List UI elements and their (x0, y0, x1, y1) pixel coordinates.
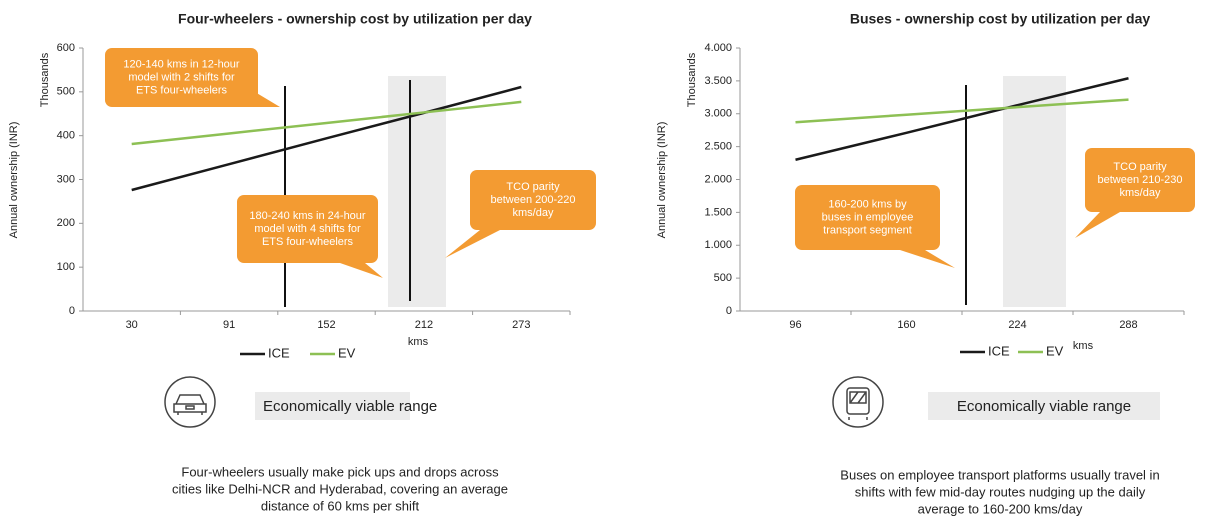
callout-text: between 210-230 (1097, 174, 1182, 186)
legend-label: EV (1046, 343, 1064, 358)
x-tick-label: 224 (1008, 319, 1026, 331)
badge-label: Economically viable range (957, 398, 1131, 415)
callout-box (237, 195, 378, 263)
callout-text: 180-240 kms in 24-hour (249, 210, 366, 222)
callout-text: ETS four-wheelers (136, 84, 228, 96)
callout-text: kms/day (1120, 187, 1161, 199)
chart-title: Buses - ownership cost by utilization pe… (850, 11, 1150, 27)
callout-text: TCO parity (1113, 161, 1167, 173)
x-tick-label: 91 (223, 319, 235, 331)
badge-label: Economically viable range (263, 398, 437, 415)
callout-text: between 200-220 (490, 194, 575, 206)
y-tick-label: 3.000 (704, 108, 732, 120)
series-line (795, 98, 1129, 124)
caption: distance of 60 kms per shift (261, 498, 420, 513)
x-tick-label: 212 (415, 319, 433, 331)
y-tick-label: 4.000 (704, 42, 732, 54)
y-tick-label: 500 (714, 272, 732, 284)
y-tick-label: 600 (57, 42, 75, 54)
x-axis-label: kms (408, 336, 429, 348)
callout-text: buses in employee (822, 211, 914, 223)
x-tick-label: 273 (512, 319, 530, 331)
callout-text: model with 4 shifts for (254, 223, 361, 235)
y-tick-label: 500 (57, 86, 75, 98)
y-tick-label: 2.000 (704, 173, 732, 185)
callout-box (470, 170, 596, 230)
y-unit-label: Thousands (39, 52, 51, 107)
legend-label: EV (338, 345, 356, 360)
bus-icon (832, 376, 884, 428)
y-tick-label: 300 (57, 173, 75, 185)
y-axis-label: Annual ownership (INR) (656, 122, 668, 239)
x-tick-label: 288 (1119, 319, 1137, 331)
series-line (131, 100, 522, 146)
x-tick-label: 160 (897, 319, 915, 331)
callout-box (795, 185, 940, 250)
callout-text: TCO parity (506, 181, 560, 193)
series-line (795, 77, 1129, 161)
y-tick-label: 1.000 (704, 239, 732, 251)
callout-text: 160-200 kms by (828, 198, 907, 210)
badge-box (928, 392, 1160, 420)
y-tick-label: 2.500 (704, 141, 732, 153)
y-tick-label: 400 (57, 130, 75, 142)
y-tick-label: 0 (69, 305, 75, 317)
legend-label: ICE (988, 343, 1010, 358)
range-band (1003, 76, 1066, 307)
callout-tail (340, 263, 383, 278)
callout-box (105, 48, 258, 107)
y-axis-label: Annual ownership (INR) (8, 122, 20, 239)
callout-text: transport segment (823, 224, 912, 236)
chart-title: Four-wheelers - ownership cost by utiliz… (178, 11, 532, 27)
callout-tail (1075, 212, 1120, 238)
y-tick-label: 1.500 (704, 206, 732, 218)
callout-text: kms/day (513, 207, 554, 219)
callout-text: 120-140 kms in 12-hour (123, 58, 240, 70)
x-tick-label: 152 (317, 319, 335, 331)
car-icon (164, 376, 216, 428)
caption: Buses on employee transport platforms us… (840, 467, 1159, 482)
badge-box (255, 392, 410, 420)
y-tick-label: 200 (57, 217, 75, 229)
x-axis-label: kms (1073, 340, 1094, 352)
legend-label: ICE (268, 345, 290, 360)
caption: Four-wheelers usually make pick ups and … (181, 464, 499, 479)
callout-box (1085, 148, 1195, 212)
x-tick-label: 30 (126, 319, 138, 331)
caption: average to 160-200 kms/day (918, 501, 1083, 516)
caption: shifts with few mid-day routes nudging u… (855, 484, 1146, 499)
y-tick-label: 0 (726, 305, 732, 317)
callout-text: ETS four-wheelers (262, 236, 354, 248)
y-unit-label: Thousands (686, 52, 698, 107)
x-tick-label: 96 (789, 319, 801, 331)
y-tick-label: 100 (57, 261, 75, 273)
caption: cities like Delhi-NCR and Hyderabad, cov… (172, 481, 508, 496)
series-line (131, 85, 522, 192)
callout-text: model with 2 shifts for (128, 71, 235, 83)
callout-tail (900, 250, 955, 268)
y-tick-label: 3.500 (704, 75, 732, 87)
callout-tail (445, 230, 500, 258)
